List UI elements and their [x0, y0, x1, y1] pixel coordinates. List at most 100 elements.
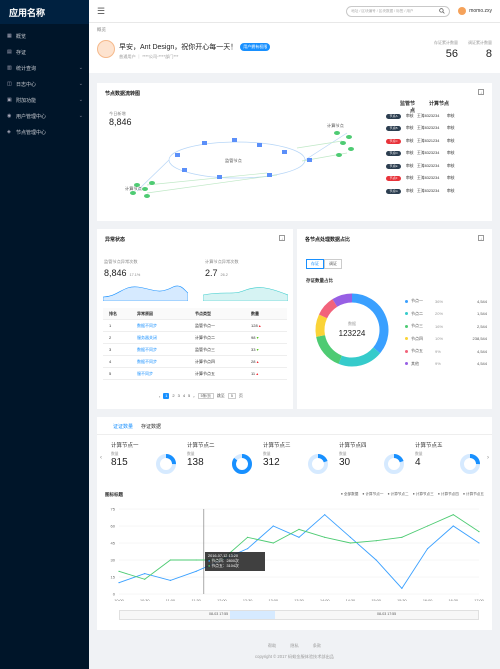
jump-input[interactable]: 5	[227, 393, 236, 399]
series-point[interactable]	[478, 531, 480, 533]
series-point[interactable]	[272, 542, 274, 544]
legend-item[interactable]: ● 计算节点四	[438, 492, 459, 497]
series-point[interactable]	[272, 525, 274, 527]
legend-item[interactable]: 节点二 20% 1,544	[405, 308, 487, 321]
range-slider[interactable]	[119, 610, 479, 620]
legend-item[interactable]: ● 计算节点三	[413, 492, 434, 497]
permission-tag[interactable]: 用户拥有权限	[240, 43, 271, 52]
legend-item[interactable]: 节点五 9% 4,544	[405, 345, 487, 358]
sidebar-item-6[interactable]: ◉ 用户管理中心 ⌄	[0, 108, 89, 124]
download-icon[interactable]: ↓	[478, 89, 484, 95]
series-point[interactable]	[375, 559, 377, 561]
page-1[interactable]: 1	[163, 393, 170, 399]
scroll-right-icon[interactable]: ›	[487, 455, 489, 461]
cell-reason-link[interactable]: 数据不同步	[137, 346, 157, 352]
series-point[interactable]	[324, 514, 326, 516]
series-point[interactable]	[324, 536, 326, 538]
legend-item[interactable]: 节点三 16% 2,544	[405, 320, 487, 333]
series-point[interactable]	[246, 536, 249, 538]
series-point[interactable]	[478, 542, 480, 544]
download-icon[interactable]: ↓	[478, 235, 484, 241]
table-row[interactable]: 节点B 审核 王涛8323234 审核	[382, 123, 477, 136]
node-summary-item[interactable]: 计算节点一 数量 815	[111, 441, 187, 477]
donut-slice-1[interactable]	[351, 293, 389, 354]
legend-item[interactable]: ● 计算节点二	[387, 492, 408, 497]
table-row[interactable]: 节点G 审核 王涛8323234 审核	[382, 185, 477, 198]
series-point[interactable]	[298, 536, 300, 538]
donut-slice-2[interactable]	[338, 347, 381, 367]
breadcrumb[interactable]: 概览	[97, 27, 106, 32]
legend-item[interactable]: 节点一 36% 4,544	[405, 295, 487, 308]
series-line-2[interactable]	[118, 514, 480, 580]
series-point[interactable]	[195, 570, 197, 572]
cell-reason-link[interactable]: 数据不同步	[137, 322, 157, 328]
next-page-icon[interactable]: ›	[193, 393, 195, 399]
legend-item[interactable]: ● 全部数据	[341, 492, 359, 497]
scroll-left-icon[interactable]: ‹	[100, 455, 102, 461]
page-2[interactable]: 2	[172, 393, 175, 398]
segment-evidence[interactable]: 存证	[306, 259, 324, 269]
table-row[interactable]: 节点D 审核 王涛8323234 审核	[382, 148, 477, 161]
series-point[interactable]	[426, 525, 429, 527]
series-point[interactable]	[349, 542, 352, 544]
table-row[interactable]: 节点F 审核 王涛8323234 审核	[382, 173, 477, 186]
cell-reason-link[interactable]: 服不同步	[137, 370, 153, 376]
table-row[interactable]: 节点C 审核 王涛8321234 审核	[382, 135, 477, 148]
series-point[interactable]	[169, 559, 172, 561]
donut-slice-3[interactable]	[316, 334, 343, 364]
series-point[interactable]	[195, 559, 197, 561]
series-point[interactable]	[426, 548, 429, 550]
menu-toggle-icon[interactable]: ☰	[97, 5, 106, 16]
search-input[interactable]: 地址 / 区块编号 / 区块数据 / 标签 / 用户	[346, 5, 451, 17]
node-summary-item[interactable]: 计算节点三 数量 312	[263, 441, 339, 477]
sidebar-item-3[interactable]: ▥ 统计查询 ⌄	[0, 60, 89, 76]
user-menu[interactable]: momo.zxy	[458, 7, 492, 15]
series-point[interactable]	[118, 582, 120, 584]
series-point[interactable]	[452, 525, 454, 527]
sidebar-item-5[interactable]: ▣ 附加功能 ⌄	[0, 92, 89, 108]
node-summary-item[interactable]: 计算节点二 数量 138	[187, 441, 263, 477]
donut-slice-6[interactable]	[332, 293, 353, 307]
footer-link[interactable]: 隐私	[290, 643, 299, 648]
range-selection[interactable]	[230, 611, 275, 619]
sidebar-item-2[interactable]: ▤ 存证	[0, 44, 89, 60]
prev-page-icon[interactable]: ‹	[159, 393, 161, 399]
donut-slice-5[interactable]	[318, 299, 338, 319]
node-summary-item[interactable]: 计算节点四 数量 30	[339, 441, 415, 477]
download-icon[interactable]: ↓	[279, 235, 285, 241]
legend-item[interactable]: 节点四 10% 238,544	[405, 333, 487, 346]
series-point[interactable]	[401, 587, 403, 589]
segment-retrieval[interactable]: 调证	[324, 259, 342, 269]
page-4[interactable]: 4	[182, 393, 186, 398]
series-point[interactable]	[349, 536, 352, 538]
legend-item[interactable]: 其他 9% 4,544	[405, 358, 487, 371]
sidebar-item-1[interactable]: ▦ 概览	[0, 28, 89, 44]
cell-reason-link[interactable]: 服务器关闭	[137, 334, 157, 340]
legend-item[interactable]: ● 计算节点一	[362, 492, 383, 497]
series-point[interactable]	[375, 540, 377, 542]
table-row[interactable]: 节点A 审核 王涛8323234 审核	[382, 110, 477, 123]
sidebar-item-7[interactable]: ◈ 节点管理中心	[0, 124, 89, 140]
legend-item[interactable]: ● 计算节点五	[463, 492, 484, 497]
footer-link[interactable]: 帮助	[267, 643, 277, 648]
sidebar-item-4[interactable]: ◫ 日志中心 ⌄	[0, 76, 89, 92]
series-point[interactable]	[144, 573, 146, 575]
page-size-select[interactable]: 5条/页	[197, 393, 214, 399]
page-5[interactable]: 5	[188, 393, 191, 398]
footer-link[interactable]: 条款	[312, 643, 322, 648]
series-point[interactable]	[144, 578, 146, 580]
series-point[interactable]	[118, 570, 120, 572]
cell-reason-link[interactable]: 数据不同步	[137, 358, 157, 364]
page-3[interactable]: 3	[177, 393, 180, 398]
series-line-1[interactable]	[118, 514, 480, 590]
series-point[interactable]	[298, 528, 300, 530]
tab-data[interactable]: 存证数据	[141, 424, 162, 430]
table-row[interactable]: 节点E 审核 王涛8323234 审核	[382, 160, 477, 173]
series-point[interactable]	[246, 548, 249, 550]
search-icon[interactable]	[439, 8, 445, 14]
donut-slice-4[interactable]	[315, 314, 328, 337]
series-point[interactable]	[452, 514, 454, 516]
series-point[interactable]	[401, 536, 403, 538]
series-point[interactable]	[169, 579, 172, 581]
node-summary-item[interactable]: 计算节点五 数量 4	[415, 441, 491, 477]
